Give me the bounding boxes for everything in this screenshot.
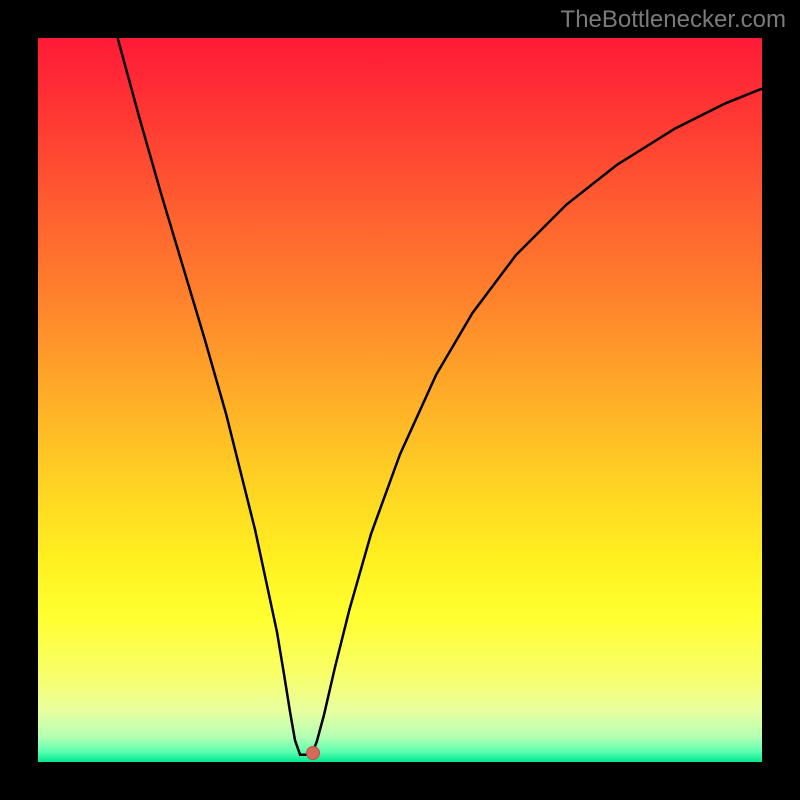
chart-container: TheBottlenecker.com [0, 0, 800, 800]
curve-svg [38, 38, 762, 762]
bottleneck-curve [118, 38, 762, 755]
watermark-text: TheBottlenecker.com [561, 6, 786, 34]
plot-area [38, 38, 762, 762]
minimum-marker [306, 746, 320, 760]
